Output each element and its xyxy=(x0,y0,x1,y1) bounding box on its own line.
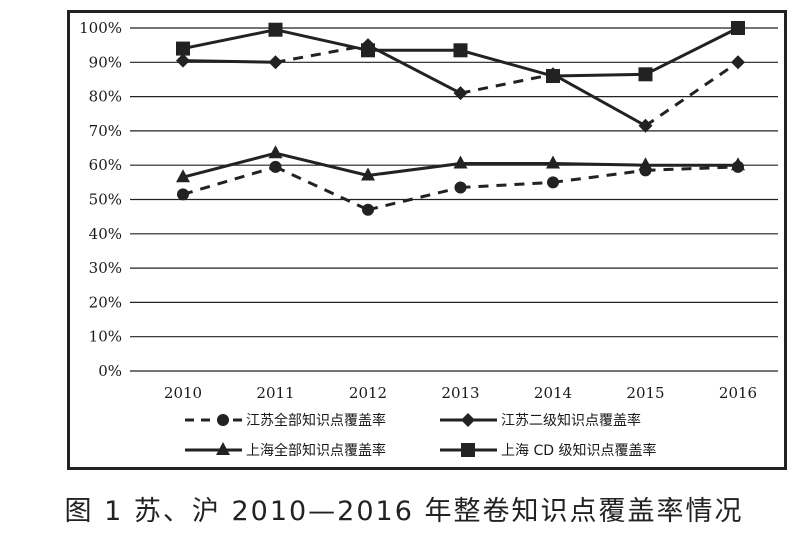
y-tick-label: 30% xyxy=(89,259,122,277)
series-line-segment xyxy=(182,151,276,179)
legend-label-jiangsu-level2: 江苏二级知识点覆盖率 xyxy=(501,412,641,429)
x-tick-label: 2011 xyxy=(256,384,294,402)
series-line-segment xyxy=(552,168,646,184)
data-point-square xyxy=(638,67,653,82)
data-point-circle xyxy=(547,176,559,189)
y-tick-label: 20% xyxy=(89,293,122,311)
legend-entry-jiangsu-all: 江苏全部知识点覆盖率 xyxy=(185,412,386,429)
data-point-triangle xyxy=(546,155,560,169)
legend-circle-marker xyxy=(217,414,229,426)
series-line-segment xyxy=(182,28,276,51)
data-point-square xyxy=(361,43,375,58)
legend: 江苏全部知识点覆盖率 江苏二级知识点覆盖率 上海全部知识点覆盖率 上海 CD 级… xyxy=(185,412,656,459)
y-tick-label: 60% xyxy=(89,156,122,174)
data-point-square xyxy=(268,22,283,37)
data-point-triangle xyxy=(361,167,375,181)
series-line-segment xyxy=(367,43,462,95)
data-point-diamond xyxy=(453,86,468,101)
x-axis-ticks: 2010 2011 2012 2013 2014 2015 2016 xyxy=(164,384,757,402)
data-point-circle xyxy=(269,160,282,173)
data-point-circle xyxy=(454,181,467,194)
y-tick-label: 10% xyxy=(89,328,122,346)
series-line-segment xyxy=(182,59,276,64)
y-tick-label: 100% xyxy=(79,19,122,37)
data-point-diamond xyxy=(176,53,190,68)
series-line-segment xyxy=(460,48,554,78)
x-tick-label: 2014 xyxy=(534,384,572,402)
series-line-segment xyxy=(460,72,554,95)
x-tick-label: 2016 xyxy=(719,384,757,402)
data-point-square xyxy=(731,21,745,35)
chart-frame xyxy=(67,10,787,470)
series-line-segment xyxy=(552,72,647,128)
legend-entry-shanghai-all: 上海全部知识点覆盖率 xyxy=(185,442,386,459)
series-line-segment xyxy=(644,61,739,127)
data-point-circle xyxy=(362,203,374,216)
y-tick-label: 40% xyxy=(89,225,122,243)
series-line-segment xyxy=(645,165,739,172)
x-tick-label: 2010 xyxy=(164,384,202,402)
y-axis-ticks: 0% 10% 20% 30% 40% 50% 60% 70% 80% 90% 100% xyxy=(79,19,122,380)
y-tick-label: 90% xyxy=(89,53,122,71)
legend-diamond-marker xyxy=(461,413,475,427)
x-tick-label: 2015 xyxy=(626,384,664,402)
series-line-segment xyxy=(460,180,554,189)
figure-caption: 图 1 苏、沪 2010—2016 年整卷知识点覆盖率情况 xyxy=(64,496,744,527)
legend-entry-jiangsu-level2: 江苏二级知识点覆盖率 xyxy=(440,412,641,429)
legend-label-shanghai-cd: 上海 CD 级知识点覆盖率 xyxy=(501,442,656,459)
legend-entry-shanghai-cd: 上海 CD 级知识点覆盖率 xyxy=(440,442,656,459)
legend-label-jiangsu-all: 江苏全部知识点覆盖率 xyxy=(246,412,386,429)
data-point-square xyxy=(546,69,560,84)
y-tick-label: 80% xyxy=(89,88,122,106)
series-line-segment xyxy=(552,161,646,167)
data-point-triangle xyxy=(731,157,745,171)
data-point-diamond xyxy=(268,55,283,70)
data-point-triangle xyxy=(176,169,190,183)
series-line-segment xyxy=(367,186,461,212)
legend-square-marker xyxy=(461,443,475,457)
series-line-segment xyxy=(552,72,646,78)
series-1 xyxy=(177,160,744,216)
data-point-triangle xyxy=(453,155,468,169)
series-3 xyxy=(176,145,745,183)
data-point-diamond xyxy=(731,55,745,70)
data-point-square xyxy=(176,41,190,56)
y-tick-label: 70% xyxy=(89,122,122,140)
series-line-segment xyxy=(367,161,461,177)
grid-lines xyxy=(130,27,778,372)
series-line-segment xyxy=(275,151,369,177)
data-point-triangle xyxy=(638,157,653,171)
x-tick-label: 2012 xyxy=(349,384,387,402)
series-line-segment xyxy=(644,26,739,76)
data-point-triangle xyxy=(268,145,283,159)
series-line-segment xyxy=(182,165,276,196)
x-tick-label: 2013 xyxy=(441,384,479,402)
line-chart: 0%10%20%30%40%50%60%70%80%90%100% 2010 20… xyxy=(79,19,778,459)
series-lines xyxy=(176,21,745,216)
data-point-circle xyxy=(177,188,189,201)
series-4 xyxy=(176,21,745,84)
legend-label-shanghai-all: 上海全部知识点覆盖率 xyxy=(246,442,386,459)
y-tick-label: 0% xyxy=(98,362,122,380)
data-point-square xyxy=(453,43,468,58)
series-line-segment xyxy=(275,28,369,52)
data-point-diamond xyxy=(638,118,653,133)
legend-triangle-marker xyxy=(216,442,230,455)
y-tick-label: 50% xyxy=(89,191,122,209)
